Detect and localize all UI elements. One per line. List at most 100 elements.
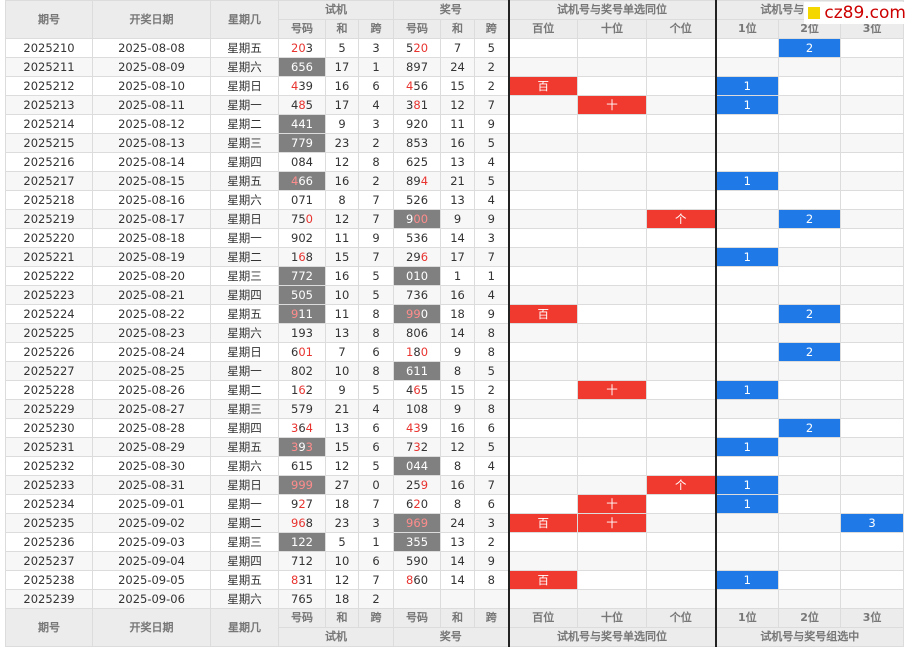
single-hit bbox=[507, 266, 579, 286]
group-hit bbox=[778, 494, 842, 514]
weekday: 星期二 bbox=[210, 247, 279, 267]
subheader-cell: 百位 bbox=[507, 608, 579, 628]
group-hit bbox=[778, 152, 842, 172]
group-hit bbox=[714, 266, 780, 286]
group-hit: 1 bbox=[714, 380, 780, 400]
digit: 0 bbox=[305, 212, 313, 226]
span: 3 bbox=[357, 38, 395, 58]
group-hit bbox=[778, 475, 842, 495]
data-row: 2025228 2025-08-26 星期二 162 9 5 465 15 2 十 1 bbox=[5, 380, 905, 400]
span: 6 bbox=[474, 418, 510, 438]
issue: 2025231 bbox=[5, 437, 93, 457]
number-cell: 902 bbox=[278, 228, 326, 248]
subheader-cell: 和 bbox=[325, 608, 359, 628]
digit: 8 bbox=[298, 98, 306, 112]
group-hit bbox=[778, 589, 842, 609]
sum: 21 bbox=[440, 171, 476, 191]
number-cell: 579 bbox=[278, 399, 326, 419]
group-hit bbox=[778, 437, 842, 457]
group-hit bbox=[840, 171, 905, 191]
digit: 5 bbox=[413, 136, 421, 150]
group-hit bbox=[840, 76, 905, 96]
span: 2 bbox=[474, 532, 510, 552]
lottery-table: 期号开奖日期星期几试机奖号试机号与奖号单选同位试机号与奖号组选中号码和跨号码和跨… bbox=[5, 0, 905, 647]
sum: 24 bbox=[440, 57, 476, 77]
digit: 9 bbox=[298, 440, 306, 454]
group-hit bbox=[778, 532, 842, 552]
subheader-cell: 号码 bbox=[393, 608, 442, 628]
single-hit: 百 bbox=[507, 304, 579, 324]
weekday: 星期日 bbox=[210, 342, 279, 362]
number-cell: 897 bbox=[393, 57, 442, 77]
digit: 1 bbox=[406, 402, 414, 416]
digit: 6 bbox=[406, 497, 414, 511]
digit: 9 bbox=[298, 326, 306, 340]
digit: 4 bbox=[291, 174, 299, 188]
sum: 27 bbox=[325, 475, 359, 495]
single-hit bbox=[577, 532, 648, 552]
digit: 0 bbox=[420, 307, 429, 321]
subheader-row: 期号 开奖日期 星期几 号码和跨号码和跨百位 十位 个位 1位 2位 3位 bbox=[5, 608, 905, 647]
sum: 18 bbox=[325, 494, 359, 514]
number-cell: 765 bbox=[278, 589, 326, 609]
digit: 0 bbox=[298, 288, 306, 302]
weekday: 星期二 bbox=[210, 114, 279, 134]
digit: 8 bbox=[406, 60, 414, 74]
date: 2025-08-09 bbox=[92, 57, 211, 77]
span: 3 bbox=[474, 228, 510, 248]
single-hit bbox=[577, 209, 648, 229]
digit: 5 bbox=[305, 592, 313, 606]
digit: 5 bbox=[406, 41, 414, 55]
number-cell: 990 bbox=[393, 304, 442, 324]
digit: 0 bbox=[420, 573, 429, 587]
single-hit bbox=[507, 456, 579, 476]
single-hit bbox=[646, 342, 717, 362]
single-hit bbox=[507, 114, 579, 134]
digit: 8 bbox=[305, 250, 313, 264]
sum: 11 bbox=[440, 114, 476, 134]
single-hit bbox=[577, 114, 648, 134]
issue: 2025238 bbox=[5, 570, 93, 590]
span: 2 bbox=[474, 76, 510, 96]
single-hit: 十 bbox=[577, 494, 648, 514]
sum: 11 bbox=[325, 228, 359, 248]
span: 5 bbox=[474, 171, 510, 191]
digit: 2 bbox=[298, 497, 306, 511]
single-hit bbox=[646, 437, 717, 457]
group-hit bbox=[714, 228, 780, 248]
single-hit bbox=[577, 285, 648, 305]
digit: 0 bbox=[406, 459, 414, 473]
single-hit bbox=[577, 38, 648, 58]
single-hit bbox=[577, 76, 648, 96]
issue: 2025232 bbox=[5, 456, 93, 476]
span: 1 bbox=[357, 532, 395, 552]
digit: 3 bbox=[413, 231, 421, 245]
sum: 9 bbox=[440, 209, 476, 229]
group-hit: 2 bbox=[778, 418, 842, 438]
digit: 7 bbox=[298, 269, 306, 283]
digit: 4 bbox=[305, 421, 313, 435]
group-hit bbox=[714, 304, 780, 324]
digit: 1 bbox=[291, 326, 299, 340]
data-row: 2025236 2025-09-03 星期三 122 5 1 355 13 2 bbox=[5, 532, 905, 552]
digit: 8 bbox=[413, 98, 421, 112]
digit: 2 bbox=[305, 554, 313, 568]
digit: 2 bbox=[305, 231, 313, 245]
digit: 0 bbox=[413, 402, 421, 416]
digit: 8 bbox=[420, 402, 429, 416]
subheader-cell: 个位 bbox=[646, 608, 717, 628]
single-hit bbox=[577, 456, 648, 476]
group-hit bbox=[840, 551, 905, 571]
sum: 10 bbox=[325, 361, 359, 381]
single-hit: 百 bbox=[507, 513, 579, 533]
group-hit bbox=[840, 228, 905, 248]
single-hit bbox=[646, 152, 717, 172]
number-cell: 010 bbox=[393, 266, 442, 286]
weekday: 星期三 bbox=[210, 266, 279, 286]
number-cell bbox=[393, 589, 442, 609]
data-row: 2025212 2025-08-10 星期日 439 16 6 456 15 2 百 1 bbox=[5, 76, 905, 96]
weekday: 星期四 bbox=[210, 551, 279, 571]
subheader-cell: 和 bbox=[325, 19, 359, 39]
number-cell: 806 bbox=[393, 323, 442, 343]
group-hit bbox=[840, 418, 905, 438]
